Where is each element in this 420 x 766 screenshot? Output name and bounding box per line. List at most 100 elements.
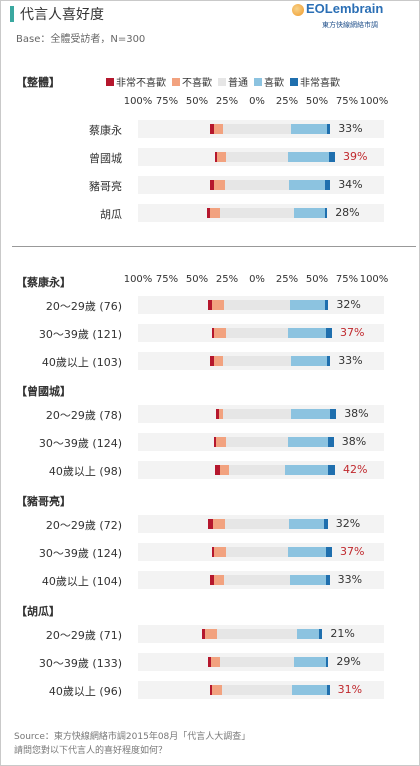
bar-neutral-left — [224, 180, 257, 190]
bar-neutral-left — [229, 465, 257, 475]
favorable-percent: 38% — [344, 407, 369, 420]
bar-strong-dislike — [212, 328, 215, 338]
legend-item: 非常不喜歡 — [106, 74, 166, 89]
favorable-percent: 37% — [340, 326, 365, 339]
row-label: 30～39歲 (121) — [38, 328, 122, 341]
legend-label: 不喜歡 — [182, 78, 212, 89]
bar-neutral-left — [220, 208, 257, 218]
source-note: Source：東方快線網絡市調2015年08月「代言人大調查」 請問您對以下代言… — [14, 730, 250, 758]
favorable-percent: 29% — [336, 655, 361, 668]
bar-neutral-right — [257, 629, 298, 639]
row-label: 30～39歲 (124) — [38, 437, 122, 450]
bar-neutral-left — [225, 437, 257, 447]
bar-like — [289, 519, 325, 529]
axis-tick-label: 50% — [185, 96, 209, 107]
bar-strong-like — [326, 657, 329, 667]
bar-neutral-left — [221, 685, 257, 695]
bar-like — [290, 575, 326, 585]
bar-dislike — [212, 519, 225, 529]
legend-swatch — [290, 77, 298, 86]
bar-like — [290, 300, 325, 310]
bar-strong-like — [318, 629, 323, 639]
bar-strong-dislike — [208, 300, 212, 310]
legend-swatch — [172, 77, 180, 86]
bar-neutral-right — [257, 547, 288, 557]
bar-strong-like — [326, 547, 332, 557]
bar-like — [290, 124, 327, 134]
bar-strong-dislike — [212, 547, 215, 557]
bar-dislike — [214, 547, 227, 557]
axis-tick-label: 100% — [123, 96, 153, 107]
axis-tick-label: 100% — [359, 96, 389, 107]
bar-dislike — [214, 328, 227, 338]
bar-dislike — [212, 300, 224, 310]
axis-tick-label: 75% — [335, 274, 359, 285]
row-label: 曾國城 — [89, 152, 122, 165]
bar-neutral-right — [257, 657, 294, 667]
axis-tick-label: 75% — [335, 96, 359, 107]
bar-strong-like — [327, 437, 334, 447]
bar-neutral-left — [226, 328, 257, 338]
row-label: 30～39歲 (124) — [38, 547, 122, 560]
title-accent-bar — [10, 6, 14, 22]
legend-swatch — [106, 77, 114, 86]
bar-strong-dislike — [213, 437, 217, 447]
bar-neutral-right — [257, 685, 293, 695]
section-label: 【曾國城】 — [16, 385, 71, 398]
row-label: 20～29歲 (71) — [45, 629, 122, 642]
bar-strong-dislike — [210, 356, 214, 366]
axis-tick-label: 100% — [359, 274, 389, 285]
row-label: 豬哥亮 — [89, 180, 122, 193]
logo-main-text: EOLembrain — [306, 1, 384, 16]
bar-dislike — [204, 629, 217, 639]
row-label: 蔡康永 — [89, 124, 122, 137]
bar-strong-like — [329, 152, 335, 162]
bar-neutral-left — [224, 519, 257, 529]
bar-strong-like — [326, 328, 332, 338]
bar-like — [293, 208, 325, 218]
favorable-percent: 42% — [343, 463, 368, 476]
section-label: 【豬哥亮】 — [16, 495, 71, 508]
bar-neutral-left — [223, 409, 257, 419]
bar-neutral-right — [257, 152, 289, 162]
legend-label: 非常不喜歡 — [116, 78, 166, 89]
bar-strong-dislike — [215, 152, 218, 162]
axis-tick-label: 25% — [215, 96, 239, 107]
axis-tick-label: 50% — [185, 274, 209, 285]
bar-strong-like — [324, 208, 328, 218]
bar-neutral-right — [257, 300, 290, 310]
bar-strong-like — [326, 356, 331, 366]
row-label: 40歲以上 (103) — [41, 356, 122, 369]
bar-dislike — [218, 409, 224, 419]
brand-logo: EOLembrain 東方快線網絡市調 — [292, 1, 412, 34]
favorable-percent: 37% — [340, 545, 365, 558]
bar-neutral-right — [257, 575, 290, 585]
bar-strong-dislike — [216, 409, 219, 419]
bar-like — [287, 328, 326, 338]
axis-tick-label: 25% — [275, 274, 299, 285]
favorable-percent: 34% — [338, 178, 363, 191]
bar-neutral-right — [257, 356, 291, 366]
legend-swatch — [254, 77, 262, 86]
bar-dislike — [214, 575, 224, 585]
bar-like — [284, 465, 328, 475]
bar-dislike — [212, 685, 222, 695]
row-label: 40歲以上 (104) — [41, 575, 122, 588]
favorable-percent: 38% — [341, 435, 367, 448]
section-label: 【胡瓜】 — [16, 605, 60, 618]
bar-neutral-right — [257, 409, 291, 419]
bar-dislike — [209, 208, 221, 218]
bar-strong-dislike — [215, 465, 220, 475]
favorable-percent: 21% — [330, 627, 355, 640]
bar-strong-like — [326, 124, 331, 134]
bar-dislike — [217, 152, 226, 162]
bar-strong-dislike — [209, 575, 215, 585]
axis-tick-label: 25% — [215, 274, 239, 285]
bar-strong-dislike — [209, 685, 212, 695]
bar-neutral-left — [224, 575, 257, 585]
bar-strong-like — [327, 685, 330, 695]
bar-like — [297, 629, 319, 639]
bar-strong-like — [324, 519, 328, 529]
axis-tick-label: 50% — [305, 274, 329, 285]
row-label: 20～29歲 (72) — [45, 519, 122, 532]
